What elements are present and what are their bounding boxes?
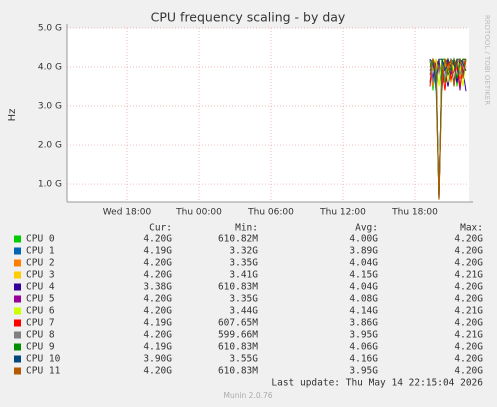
legend-stat: 3.38G (143, 282, 172, 293)
y-tick-label: 4.0 G (38, 63, 62, 73)
legend-stat: 4.20G (454, 258, 483, 269)
legend-swatch (14, 307, 21, 315)
x-tick-label: Thu 12:00 (319, 208, 366, 218)
legend-header: Min: (235, 223, 258, 234)
legend-stat: 4.20G (454, 234, 483, 245)
legend-header: Cur: (149, 223, 172, 234)
legend-stat: 4.19G (143, 246, 172, 257)
legend-label: CPU 1 (26, 246, 55, 257)
legend-label: CPU 9 (26, 342, 55, 353)
series-line (429, 57, 467, 200)
legend-stat: 607.65M (218, 318, 258, 329)
legend-stat: 3.44G (229, 306, 258, 317)
y-axis-label: Hz (7, 109, 18, 122)
x-tick-label: Thu 06:00 (247, 208, 294, 218)
legend-stat: 4.20G (143, 366, 172, 377)
legend-stat: 3.35G (229, 258, 258, 269)
last-update: Last update: Thu May 14 22:15:04 2026 (271, 378, 483, 389)
legend-stat: 4.20G (454, 366, 483, 377)
legend-stat: 599.66M (218, 330, 258, 341)
legend-stat: 4.15G (349, 270, 378, 281)
legend-swatch (14, 367, 21, 375)
legend-stat: 4.20G (454, 294, 483, 305)
legend-stat: 4.08G (349, 294, 378, 305)
legend-label: CPU 6 (26, 306, 55, 317)
legend-stat: 4.21G (454, 270, 483, 281)
series-line (429, 57, 467, 87)
legend-stat: 4.20G (143, 270, 172, 281)
legend-stat: 4.20G (454, 318, 483, 329)
legend-stat: 3.90G (143, 354, 172, 365)
side-text: RRDTOOL / TOBI OETIKER (483, 15, 491, 105)
legend-stat: 3.55G (229, 354, 258, 365)
legend-stat: 4.04G (349, 258, 378, 269)
legend-stat: 3.35G (229, 294, 258, 305)
legend-stat: 4.20G (143, 234, 172, 245)
legend-stat: 3.95G (349, 330, 378, 341)
legend-stat: 4.21G (454, 306, 483, 317)
legend-stat: 3.41G (229, 270, 258, 281)
legend-swatch (14, 247, 21, 255)
legend-stat: 4.16G (349, 354, 378, 365)
legend-stat: 3.86G (349, 318, 378, 329)
legend-stat: 4.06G (349, 342, 378, 353)
legend-stat: 4.20G (454, 282, 483, 293)
legend-swatch (14, 343, 21, 351)
y-tick-label: 2.0 G (38, 141, 62, 151)
legend-stat: 4.20G (454, 354, 483, 365)
legend-label: CPU 8 (26, 330, 55, 341)
legend-label: CPU 7 (26, 318, 55, 329)
legend-label: CPU 5 (26, 294, 55, 305)
legend-swatch (14, 319, 21, 327)
legend-stat: 4.20G (143, 330, 172, 341)
legend-label: CPU 10 (26, 354, 61, 365)
y-tick-label: 3.0 G (38, 102, 62, 112)
legend-label: CPU 2 (26, 258, 55, 269)
legend-label: CPU 4 (26, 282, 55, 293)
legend-stat: 610.83M (218, 342, 258, 353)
legend-swatch (14, 235, 21, 243)
legend-stat: 610.83M (218, 282, 258, 293)
footer: Munin 2.0.76 (223, 391, 272, 400)
x-tick-label: Thu 00:00 (175, 208, 222, 218)
legend-stat: 3.95G (349, 366, 378, 377)
legend-stat: 3.32G (229, 246, 258, 257)
legend-stat: 610.82M (218, 234, 258, 245)
legend-stat: 4.20G (143, 294, 172, 305)
legend-swatch (14, 331, 21, 339)
legend-swatch (14, 259, 21, 267)
legend-stat: 4.04G (349, 282, 378, 293)
chart-title: CPU frequency scaling - by day (151, 10, 346, 25)
legend-stat: 4.19G (143, 342, 172, 353)
legend-stat: 4.14G (349, 306, 378, 317)
legend-label: CPU 3 (26, 270, 55, 281)
legend-label: CPU 11 (26, 366, 61, 377)
legend-stat: 4.21G (454, 330, 483, 341)
legend-stat: 4.19G (143, 318, 172, 329)
plot-area (67, 28, 469, 202)
legend-stat: 4.20G (143, 258, 172, 269)
legend-swatch (14, 295, 21, 303)
legend-header: Max: (460, 223, 483, 234)
legend-swatch (14, 355, 21, 363)
legend-stat: 3.89G (349, 246, 378, 257)
legend-stat: 4.00G (349, 234, 378, 245)
legend-stat: 4.20G (454, 246, 483, 257)
legend-stat: 4.20G (143, 306, 172, 317)
y-tick-label: 1.0 G (38, 180, 62, 190)
legend-swatch (14, 283, 21, 291)
y-tick-label: 5.0 G (38, 24, 62, 34)
legend-header: Avg: (355, 223, 378, 234)
x-tick-label: Thu 18:00 (391, 208, 438, 218)
legend-label: CPU 0 (26, 234, 55, 245)
legend-stat: 4.20G (454, 342, 483, 353)
legend-stat: 610.83M (218, 366, 258, 377)
legend-swatch (14, 271, 21, 279)
x-tick-label: Wed 18:00 (103, 208, 152, 218)
